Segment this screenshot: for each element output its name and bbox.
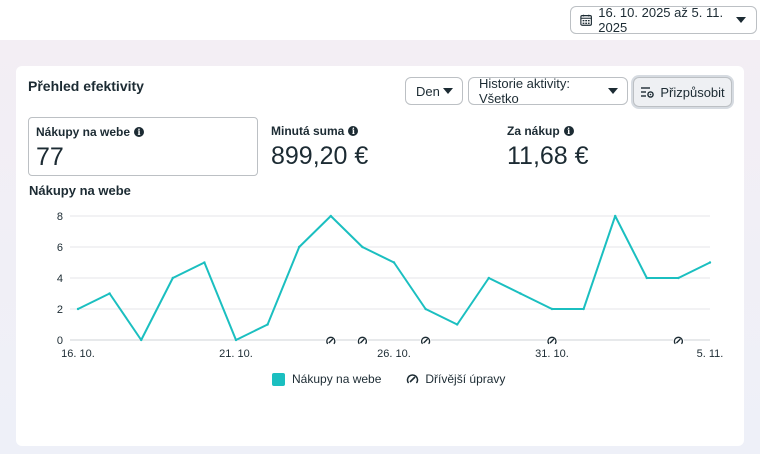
data-point [456,323,459,326]
data-point [171,276,174,280]
chevron-down-icon [608,88,618,94]
chart-legend: Nákupy na webe Dřívější úpravy [272,372,530,386]
activity-history-dropdown[interactable]: Historie aktivity: Všetko [468,76,628,106]
metric-label: Nákupy na webe [36,125,131,139]
x-tick-label: 5. 11. [697,348,724,360]
metric-cost-per-purchase[interactable]: Za nákup i 11,68 € [507,124,589,171]
date-range-label: 16. 10. 2025 až 5. 11. 2025 [598,5,724,35]
metric-amount-spent[interactable]: Minutá suma i 899,20 € [271,124,368,171]
data-point [76,307,80,311]
legend-item-past-edits[interactable]: Dřívější úpravy [406,372,505,386]
x-tick-label: 21. 10. [219,348,253,360]
performance-card: Přehled efektivity Den Historie aktivity… [16,66,744,446]
activity-history-value: Historie aktivity: Všetko [479,76,571,106]
card-title: Přehled efektivity [28,78,144,94]
data-point [203,261,206,264]
legend-label: Dřívější úpravy [425,372,506,386]
info-icon[interactable]: i [348,126,359,136]
calendar-icon [580,14,592,26]
y-tick-label: 8 [57,211,63,223]
chart-title: Nákupy na webe [29,183,131,198]
legend-item-purchases[interactable]: Nákupy na webe [272,372,381,386]
data-point [140,338,143,342]
data-point [645,276,648,280]
data-point [329,214,332,218]
metric-label-wrap: Nákupy na webe i [36,125,257,139]
data-point [392,261,396,264]
edit-marker-icon[interactable] [325,335,337,347]
metric-label: Za nákup [507,124,560,138]
x-tick-label: 26. 10. [377,348,411,360]
chevron-down-icon [443,88,453,94]
top-bar: 16. 10. 2025 až 5. 11. 2025 [0,0,760,40]
x-tick-label: 16. 10. [61,348,95,360]
data-point [266,323,269,326]
data-point [614,214,617,218]
data-point [550,307,554,311]
data-point [582,307,585,311]
data-point [424,307,427,311]
legend-swatch [272,372,285,386]
data-point [487,276,490,280]
legend-label: Nákupy na webe [292,372,382,386]
edit-marker-icon[interactable] [546,335,558,347]
metric-label-wrap: Za nákup i [507,124,589,138]
edit-history-icon [407,373,419,383]
data-point [108,292,111,295]
metric-label: Minutá suma [271,124,345,138]
data-point [361,245,364,249]
chevron-down-icon [736,17,746,23]
y-tick-label: 2 [57,304,63,316]
granularity-dropdown[interactable]: Den [405,77,463,105]
metric-value: 77 [36,143,64,171]
x-tick-label: 31. 10. [535,348,569,360]
edit-marker-icon[interactable] [672,335,684,347]
metric-value: 899,20 € [271,142,369,170]
customize-columns-icon [641,87,655,98]
y-tick-label: 4 [57,273,63,285]
line-chart: 0 2 4 6 8 16. 10. 21. 10. 26. 10. 31. 10. 5. 11. [57,211,724,360]
granularity-value: Den [416,83,440,99]
metric-label-wrap: Minutá suma i [271,124,368,138]
metric-value: 11,68 € [507,142,589,170]
data-point [677,276,680,280]
customize-button[interactable]: Přizpůsobit [633,77,732,107]
data-point [519,292,522,295]
edit-marker-icon[interactable] [356,335,368,347]
y-tick-label: 0 [57,335,63,347]
edit-marker-icon[interactable] [420,335,432,347]
y-tick-label: 6 [57,242,63,254]
data-point [298,245,301,249]
date-range-picker[interactable]: 16. 10. 2025 až 5. 11. 2025 [570,5,757,35]
metric-web-purchases[interactable]: Nákupy na webe i 77 [28,117,258,176]
data-point [234,338,238,342]
customize-label: Přizpůsobit [660,84,725,100]
info-icon[interactable]: i [134,127,145,137]
info-icon[interactable]: i [563,126,574,136]
data-point [708,261,712,264]
